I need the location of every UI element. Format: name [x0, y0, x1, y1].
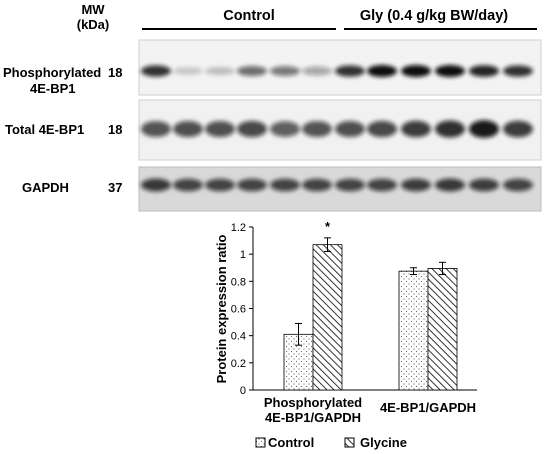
blot-band: [205, 66, 235, 76]
x-tick-label-phospho-line1: Phosphorylated: [264, 395, 362, 410]
blot-band: [141, 178, 171, 192]
mw-unit: (kDa): [77, 17, 110, 32]
mw-label: MW: [81, 2, 105, 17]
row-label-total: Total 4E-BP1: [5, 122, 84, 137]
y-axis-label: Protein expression ratio: [214, 235, 229, 384]
bar-chart: Protein expression ratio 0 0.2 0.4 0.6 0.8 1 1…: [214, 219, 477, 450]
row-mw-phospho: 18: [108, 65, 122, 80]
bar-glycine: [312, 244, 343, 391]
blot-band: [367, 178, 397, 192]
blot-band: [302, 121, 332, 137]
blot-band: [270, 178, 300, 192]
legend: Control Glycine: [255, 435, 407, 450]
blot-band: [141, 65, 171, 77]
y-tick-label: 1: [240, 249, 246, 261]
blot-band: [503, 178, 533, 192]
blot-band: [205, 178, 235, 192]
band-group-gapdh: [141, 178, 533, 192]
blot-row-gapdh: GAPDH 37: [22, 166, 542, 212]
blot-band: [503, 120, 533, 138]
row-mw-total: 18: [108, 122, 122, 137]
blot-band: [302, 178, 332, 192]
blot-band: [335, 121, 365, 137]
blot-band: [173, 178, 203, 192]
band-group-total: [141, 120, 533, 138]
bar-control: [398, 270, 429, 391]
y-tick-label: 0.6: [231, 304, 246, 316]
blot-band: [401, 65, 431, 77]
x-tick-label-phospho-line2: 4E-BP1/GAPDH: [265, 410, 361, 425]
blot-band: [173, 121, 203, 137]
y-ticks: 0 0.2 0.4 0.6 0.8 1 1.2: [231, 222, 253, 397]
blot-band: [205, 121, 235, 137]
blot-band: [469, 120, 499, 138]
blot-band: [469, 178, 499, 192]
legend-label-control: Control: [268, 435, 314, 450]
row-label-phospho-line1: Phosphorylated: [3, 65, 101, 80]
blot-band: [237, 120, 267, 138]
legend-swatch-glycine: [344, 437, 355, 448]
blot-band: [435, 65, 465, 77]
y-tick-label: 0.8: [231, 276, 246, 288]
blot-band: [302, 66, 332, 76]
blot-band: [367, 65, 397, 77]
group-label-glycine: Gly (0.4 g/kg BW/day): [360, 8, 508, 24]
blot-band: [335, 178, 365, 192]
x-tick-label-total: 4E-BP1/GAPDH: [380, 400, 476, 415]
band-group-phospho: [141, 65, 533, 77]
blot-band: [270, 66, 300, 76]
row-mw-gapdh: 37: [108, 180, 122, 195]
legend-label-glycine: Glycine: [360, 435, 407, 450]
blot-row-phospho: Phosphorylated 4E-BP1 18: [3, 39, 542, 96]
blot-band: [270, 121, 300, 137]
blot-band: [401, 120, 431, 138]
y-tick-label: 0: [240, 385, 246, 397]
blot-band: [237, 65, 267, 77]
group-label-control: Control: [223, 8, 275, 24]
blot-band: [401, 178, 431, 192]
blot-band: [435, 120, 465, 138]
blot-band: [435, 178, 465, 192]
blot-row-total: Total 4E-BP1 18: [5, 99, 542, 161]
blot-band: [335, 65, 365, 77]
y-tick-label: 0.4: [231, 331, 246, 343]
row-label-phospho-line2: 4E-BP1: [30, 81, 76, 96]
significance-marker: *: [325, 219, 331, 234]
blot-band: [503, 65, 533, 77]
bars: *: [283, 219, 458, 391]
y-tick-label: 1.2: [231, 222, 246, 234]
blot-band: [237, 178, 267, 192]
row-label-gapdh: GAPDH: [22, 180, 69, 195]
blot-band: [367, 120, 397, 138]
blot-band: [173, 66, 203, 76]
y-tick-label: 0.2: [231, 358, 246, 370]
bar-glycine: [427, 268, 458, 391]
legend-swatch-control: [255, 437, 266, 448]
blot-band: [469, 65, 499, 77]
blot-band: [141, 121, 171, 137]
